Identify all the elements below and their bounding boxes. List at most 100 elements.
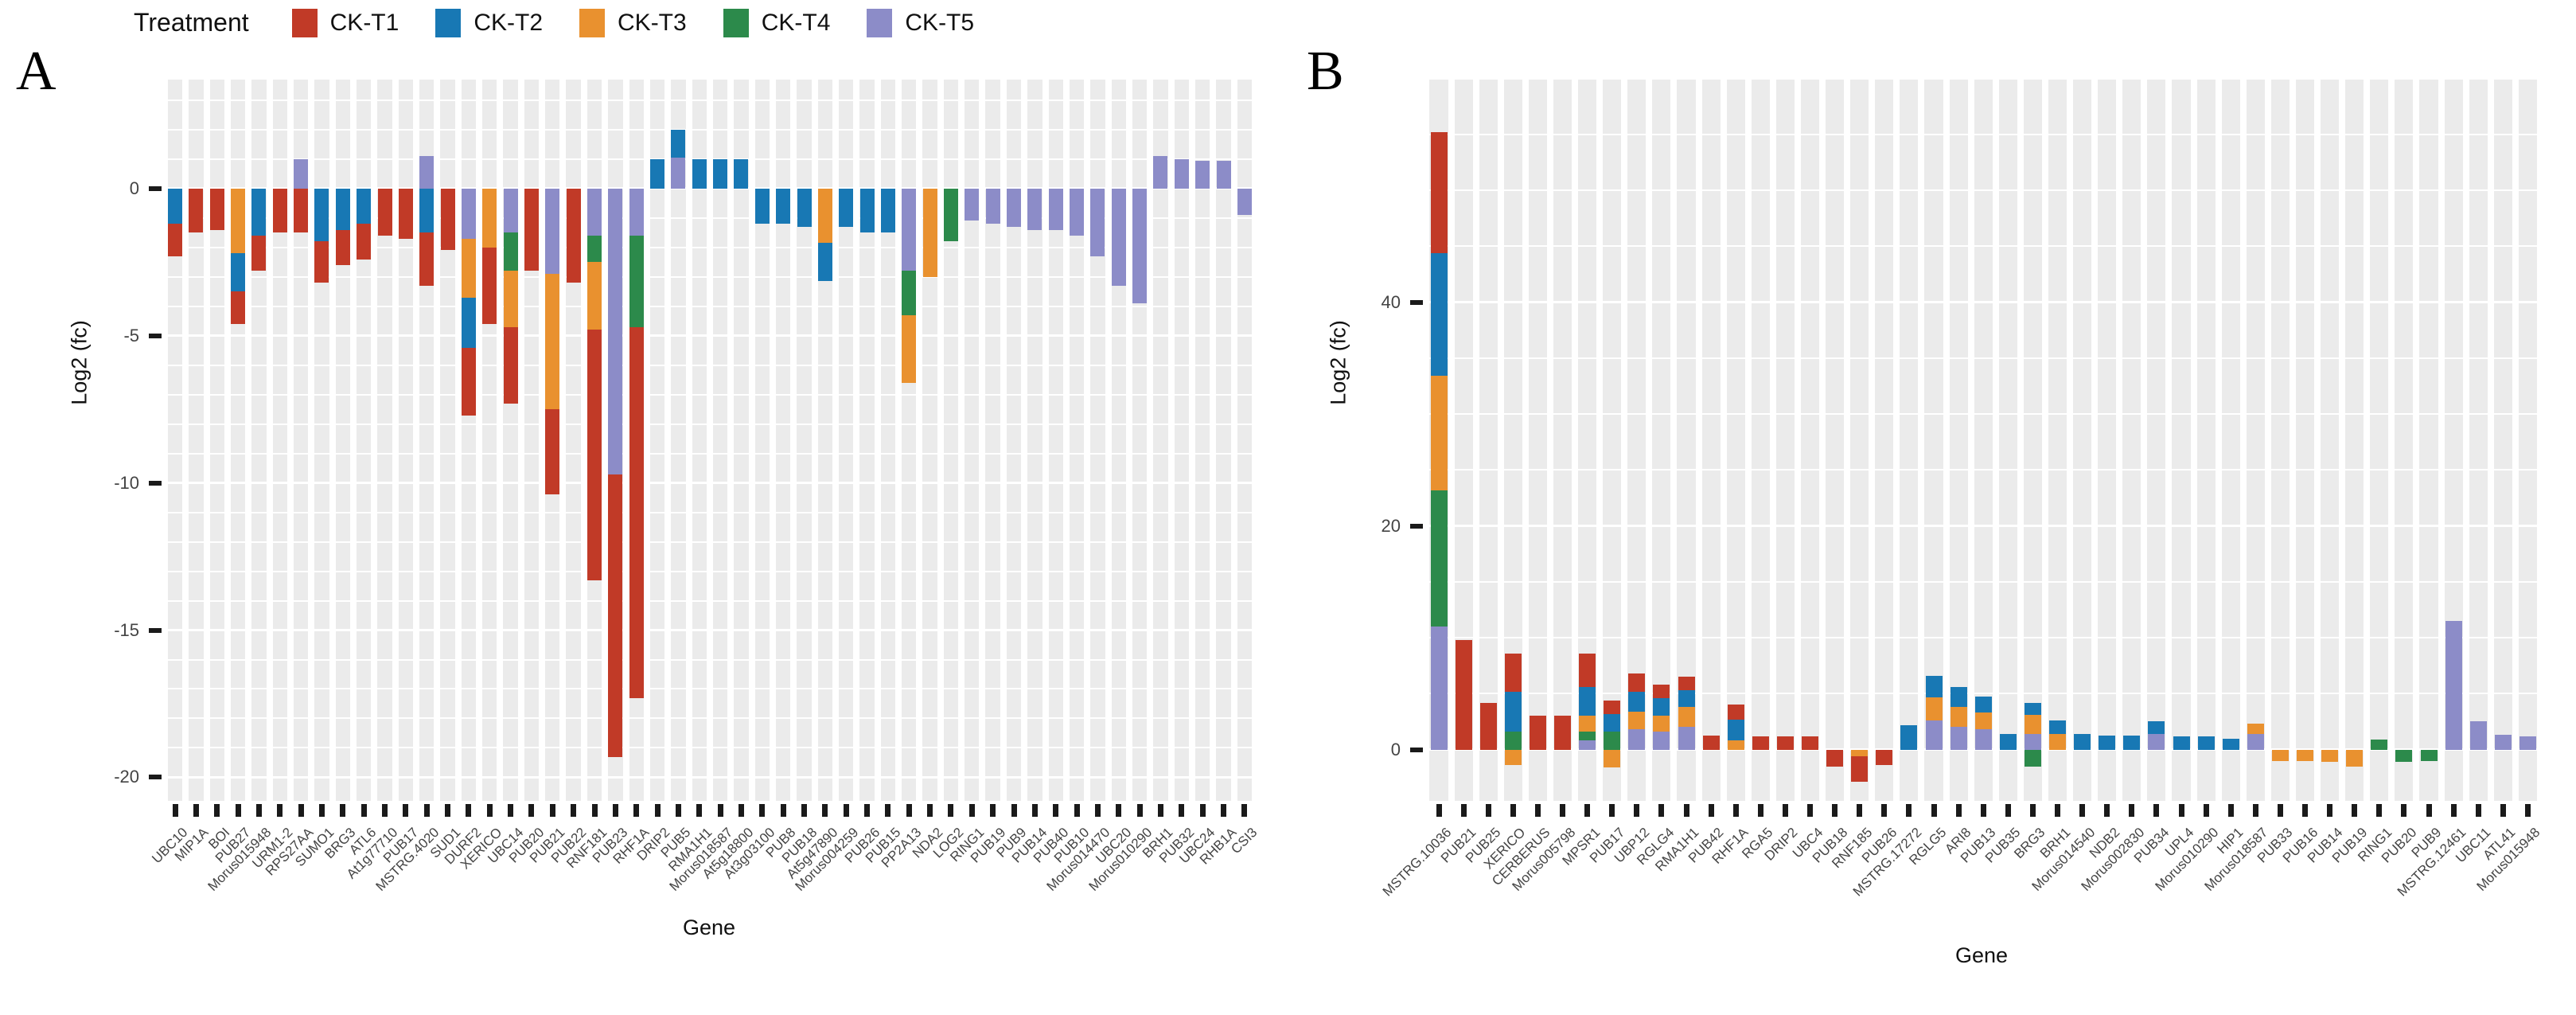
gridline <box>1424 637 2539 639</box>
bar-segment-ck-t1-Morus015948 <box>251 235 267 271</box>
bar-segment-ck-t5-RHB1A <box>1216 160 1231 189</box>
bar-segment-ck-t2-BRG3 <box>2024 702 2041 716</box>
x-tick-mark <box>1116 804 1122 817</box>
y-tick-label--10: -10 <box>114 472 139 493</box>
gene-column-band <box>1924 80 1943 801</box>
gene-column-band <box>1974 80 1993 801</box>
bar-segment-ck-t1-PUB26 <box>1876 749 1893 766</box>
bar-segment-ck-t3-RGLG4 <box>1653 716 1670 732</box>
x-tick-mark <box>591 804 598 817</box>
bar-segment-ck-t2-PUB34 <box>2148 721 2165 734</box>
bar-segment-ck-t2-At5g47890 <box>817 243 832 282</box>
gene-column-band <box>1503 80 1522 801</box>
gridline <box>163 452 1255 455</box>
gene-column-band <box>2270 80 2290 801</box>
bar-segment-ck-t1-RHF1A <box>1727 705 1744 720</box>
bar-segment-ck-t1-PUB23 <box>608 474 623 757</box>
bar-segment-ck-t5-PUB5 <box>671 157 686 189</box>
gene-column-band <box>1826 80 1845 801</box>
x-tick-mark <box>2029 804 2036 817</box>
gene-column-band <box>2221 80 2240 801</box>
x-tick-mark <box>1609 804 1615 817</box>
bar-segment-ck-t5-PUB32 <box>1174 158 1189 189</box>
bar-segment-ck-t5-RING1 <box>965 188 980 221</box>
bar-segment-ck-t5-UBC14 <box>503 188 518 233</box>
x-tick-mark <box>255 804 262 817</box>
gridline <box>1424 189 2539 192</box>
gene-column-band <box>1578 80 1597 801</box>
bar-segment-ck-t5-PUB10 <box>1070 188 1085 236</box>
x-tick-mark <box>1560 804 1565 817</box>
gene-column-band <box>398 80 414 801</box>
gene-column-band <box>1800 80 1820 801</box>
gene-column-band <box>1153 80 1168 801</box>
bar-segment-ck-t3-PUB19 <box>2346 749 2364 767</box>
gene-column-band <box>2345 80 2364 801</box>
gridline <box>163 99 1255 101</box>
gridline <box>1424 525 2539 528</box>
bar-segment-ck-t2-BRH1 <box>2049 720 2066 734</box>
x-tick-mark <box>2079 804 2086 817</box>
gene-column-band <box>1949 80 1968 801</box>
gridline <box>163 423 1255 425</box>
gridline <box>163 393 1255 396</box>
bar-segment-ck-t5-PUB21 <box>545 188 560 275</box>
bar-segment-ck-t2-At3g03100 <box>754 188 770 224</box>
panel-b-x-axis-title: Gene <box>1954 943 2009 967</box>
gridline <box>163 688 1255 690</box>
x-tick-mark <box>340 804 346 817</box>
treatment-legend: Treatment CK-T1 CK-T2 CK-T3 CK-T4 CK-T5 <box>134 8 974 37</box>
gridline <box>1424 693 2539 695</box>
x-tick-mark <box>990 804 996 817</box>
bar-segment-ck-t1-At1g77710 <box>377 188 392 236</box>
x-tick-mark <box>318 804 325 817</box>
bar-segment-ck-t2-PUB17 <box>1604 713 1621 732</box>
bar-segment-ck-t2-RGLG4 <box>1653 697 1670 716</box>
x-tick-mark <box>1221 804 1226 817</box>
gene-column-band <box>1603 80 1622 801</box>
bar-segment-ck-t2-DRIP2 <box>650 158 665 189</box>
bar-segment-ck-t1-SUD1 <box>440 188 455 251</box>
bar-segment-ck-t4-UBC14 <box>503 232 518 271</box>
gridline <box>163 658 1255 661</box>
panel-b-y-axis-title: Log2 (fc) <box>1326 320 1350 405</box>
x-tick-mark <box>549 804 555 817</box>
x-tick-mark <box>1757 804 1763 817</box>
x-tick-mark <box>1980 804 1986 817</box>
bar-segment-ck-t5-BRG3 <box>2024 733 2041 750</box>
bar-segment-ck-t2-PUB5 <box>671 129 686 158</box>
bar-segment-ck-t2-UBP12 <box>1628 691 1646 712</box>
bar-segment-ck-t3-Morus018587 <box>2247 723 2264 734</box>
bar-segment-ck-t1-BRG3 <box>335 229 350 265</box>
x-tick-mark <box>2327 804 2333 817</box>
bar-segment-ck-t1-PUB18 <box>1826 749 1844 767</box>
x-tick-mark <box>214 804 220 817</box>
panel-a-y-axis-title: Log2 (fc) <box>67 320 92 405</box>
bar-segment-ck-t4-MSTRG.10036 <box>1430 490 1448 627</box>
gridline <box>1424 748 2539 751</box>
x-tick-mark <box>927 804 933 817</box>
bar-segment-ck-t5-Morus014470 <box>1090 188 1105 256</box>
bar-segment-ck-t5-ARI8 <box>1950 727 1967 750</box>
x-tick-mark <box>486 804 493 817</box>
bar-segment-ck-t3-PUB13 <box>1974 712 1992 729</box>
x-tick-mark <box>2426 804 2432 817</box>
bar-segment-ck-t3-PUB17 <box>1604 749 1621 768</box>
bar-segment-ck-t5-PP2A13 <box>902 188 917 271</box>
gridline <box>1424 580 2539 583</box>
gridline <box>1424 301 2539 304</box>
gene-column-band <box>1677 80 1696 801</box>
bar-segment-ck-t1-RMA1H1 <box>1678 677 1695 691</box>
bar-segment-ck-t2-MSTRG.10036 <box>1430 252 1448 377</box>
gene-column-band <box>209 80 224 801</box>
bar-segment-ck-t5-UBC20 <box>1111 188 1126 286</box>
y-tick-mark <box>149 627 162 633</box>
bar-segment-ck-t3-PUB21 <box>545 274 560 410</box>
bar-segment-ck-t5-UBC11 <box>2469 721 2487 750</box>
x-tick-mark <box>696 804 703 817</box>
x-tick-mark <box>1199 804 1206 817</box>
bar-segment-ck-t5-DURF2 <box>461 188 476 239</box>
legend-item-label: CK-T1 <box>329 9 399 36</box>
gridline <box>163 775 1255 779</box>
legend-item-ck-t2: CK-T2 <box>435 8 543 37</box>
